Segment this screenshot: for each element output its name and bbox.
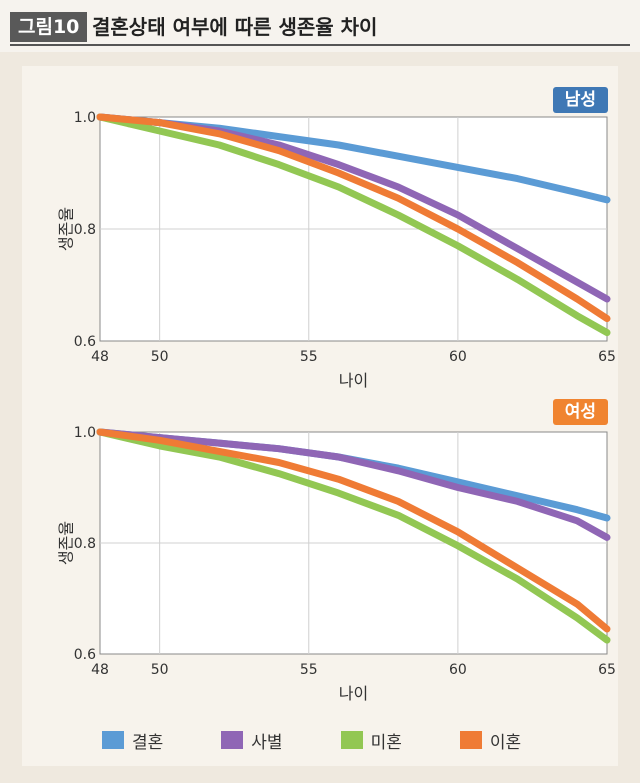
series-line	[96, 428, 611, 541]
y-axis-label: 생존율	[57, 521, 76, 565]
legend-swatch	[102, 731, 124, 749]
legend-label: 결혼	[132, 732, 164, 753]
figure-header: 그림10 결혼상태 여부에 따른 생존율 차이	[0, 0, 640, 52]
x-tick-label: 55	[300, 662, 318, 678]
series-line	[96, 113, 611, 323]
figure-number: 그림10	[10, 12, 88, 42]
x-tick-label: 60	[449, 662, 467, 678]
legend-swatch	[340, 731, 363, 749]
y-tick-label: 0.6	[74, 334, 96, 350]
y-tick-label: 0.8	[74, 536, 96, 552]
y-axis-label: 생존율	[57, 207, 76, 251]
x-tick-label: 48	[91, 349, 109, 365]
x-tick-label: 55	[300, 349, 318, 365]
x-tick-label: 48	[91, 662, 109, 678]
y-tick-label: 0.8	[74, 222, 96, 238]
y-tick-label: 0.6	[74, 647, 96, 663]
x-tick-label: 50	[151, 662, 169, 678]
legend-item-married: 결혼	[102, 728, 164, 753]
x-tick-label: 50	[151, 349, 169, 365]
male-badge: 남성	[552, 87, 608, 113]
x-tick-label: 60	[449, 349, 467, 365]
figure-title: 결혼상태 여부에 따른 생존율 차이	[92, 15, 378, 39]
female-badge: 여성	[552, 399, 608, 425]
legend-swatch	[459, 731, 482, 749]
legend: 결혼 사별 미혼 이혼	[102, 728, 579, 753]
legend-label: 이혼	[489, 732, 522, 753]
legend-item-divorced: 이혼	[459, 728, 522, 753]
x-tick-label: 65	[598, 349, 616, 365]
series-line	[96, 113, 611, 337]
legend-label: 미혼	[370, 732, 402, 753]
y-tick-label: 1.0	[74, 425, 96, 441]
series-line	[96, 428, 611, 644]
x-axis-label: 나이	[339, 684, 368, 703]
legend-swatch	[221, 731, 244, 749]
legend-item-single: 미혼	[340, 728, 402, 753]
legend-label: 사별	[251, 732, 283, 753]
series-line	[96, 428, 611, 633]
x-axis-label: 나이	[339, 371, 368, 390]
x-tick-label: 65	[598, 662, 616, 678]
legend-item-widowed: 사별	[221, 728, 283, 753]
y-tick-label: 1.0	[74, 110, 96, 126]
header-divider	[10, 44, 630, 46]
